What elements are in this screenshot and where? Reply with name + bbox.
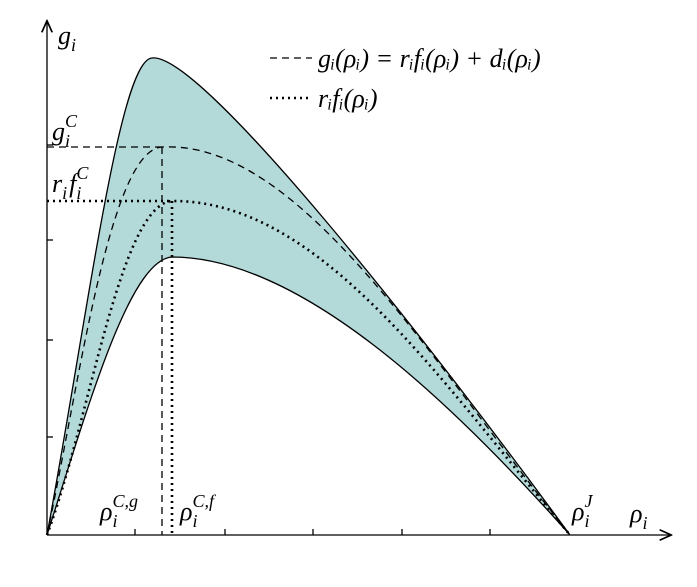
critical-density-label: ρiC,f (179, 491, 217, 531)
label-part: r (52, 169, 63, 198)
legend-entry: gᵢ(ρᵢ) = rᵢfᵢ(ρᵢ) + dᵢ(ρᵢ) (318, 44, 541, 73)
critical-density-label: ρiC,g (99, 491, 138, 531)
label-part: f (69, 169, 80, 198)
dashed-curve (46, 146, 571, 536)
reference-lines (47, 146, 174, 535)
label-part: i (192, 511, 197, 531)
critical-flow-label: giC (52, 111, 78, 151)
label-part: C (76, 163, 89, 183)
label-part: i (62, 183, 67, 203)
y-axis-label: gi (58, 21, 76, 55)
label-part: i (76, 183, 81, 203)
label-part: g (52, 117, 65, 146)
critical-flow-label: rifiC (52, 163, 89, 203)
legend-entry: rᵢfᵢ(ρᵢ) (318, 84, 377, 113)
legend: gᵢ(ρᵢ) = rᵢfᵢ(ρᵢ) + dᵢ(ρᵢ) rᵢfᵢ(ρᵢ) (270, 44, 541, 113)
label-part: i (71, 35, 76, 55)
label-part: i (584, 511, 589, 531)
jam-density-label: ρiJ (571, 491, 593, 531)
x-axis-label: ρi (629, 499, 648, 533)
label-part: C,f (192, 491, 217, 511)
dotted-curve (45, 199, 571, 536)
label-part: ρ (99, 497, 112, 526)
label-part: C,g (112, 491, 138, 511)
label-part: C (65, 111, 78, 131)
label-part: ρ (571, 497, 584, 526)
label-part: g (58, 21, 71, 50)
label-part: i (112, 511, 117, 531)
label-part: i (65, 131, 70, 151)
label-part: ρ (629, 499, 642, 528)
label-part: J (584, 491, 593, 511)
label-part: ρ (179, 497, 192, 526)
axes (47, 22, 670, 535)
label-part: i (642, 513, 647, 533)
band-fill (46, 57, 571, 536)
